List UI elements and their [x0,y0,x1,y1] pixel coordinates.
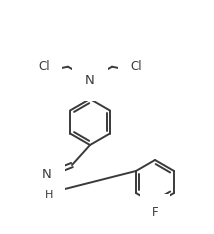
Text: Cl: Cl [130,60,142,73]
Text: N: N [42,168,52,180]
Text: N: N [85,74,95,88]
Text: F: F [152,205,158,219]
Text: Cl: Cl [38,60,50,73]
Text: H: H [45,190,53,200]
